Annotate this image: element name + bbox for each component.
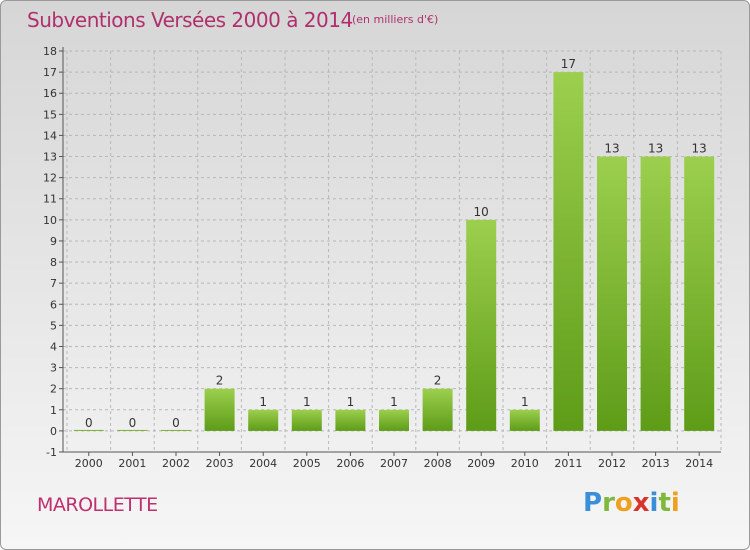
value-label-2012: 13 bbox=[604, 142, 619, 156]
value-label-2014: 13 bbox=[692, 142, 707, 156]
logo-letter: t bbox=[658, 488, 671, 518]
bar-2009 bbox=[466, 219, 497, 431]
logo-letter: P bbox=[583, 488, 603, 518]
x-tick-label-2001: 2001 bbox=[118, 457, 146, 470]
x-tick-label-2010: 2010 bbox=[511, 457, 539, 470]
x-tick-label-2006: 2006 bbox=[336, 457, 364, 470]
logo-letter: i bbox=[670, 488, 680, 518]
bar-2007 bbox=[379, 409, 409, 431]
x-tick-label-2004: 2004 bbox=[249, 457, 277, 470]
y-tick-label: 2 bbox=[50, 383, 57, 396]
value-label-2001: 0 bbox=[129, 416, 137, 430]
x-tick-label-2005: 2005 bbox=[293, 457, 321, 470]
proxiti-logo: Proxiti bbox=[583, 488, 680, 518]
y-tick-label: 0 bbox=[50, 425, 57, 438]
y-tick-label: 7 bbox=[50, 277, 57, 290]
bar-2006 bbox=[335, 409, 366, 431]
y-tick-label: 10 bbox=[43, 214, 57, 227]
bar-2008 bbox=[422, 388, 453, 431]
bar-2013 bbox=[640, 156, 671, 431]
x-tick-label-2009: 2009 bbox=[467, 457, 495, 470]
y-tick-label: 16 bbox=[43, 87, 57, 100]
y-tick-label: 11 bbox=[43, 193, 57, 206]
x-tick-label-2012: 2012 bbox=[598, 457, 626, 470]
bar-2002 bbox=[161, 429, 191, 431]
y-tick-label: 4 bbox=[50, 340, 57, 353]
logo-letter: o bbox=[614, 488, 633, 518]
x-tick-label-2002: 2002 bbox=[162, 457, 190, 470]
y-tick-label: 18 bbox=[43, 45, 57, 58]
value-label-2003: 2 bbox=[216, 374, 224, 388]
bar-2005 bbox=[291, 409, 322, 431]
bar-2000 bbox=[73, 429, 104, 431]
value-label-2013: 13 bbox=[648, 142, 663, 156]
value-label-2010: 1 bbox=[521, 395, 529, 409]
value-label-2004: 1 bbox=[259, 395, 267, 409]
y-tick-label: 13 bbox=[43, 151, 57, 164]
value-label-2011: 17 bbox=[561, 57, 576, 71]
chart-title: Subventions Versées 2000 à 2014 bbox=[27, 8, 353, 32]
bar-2003 bbox=[204, 388, 235, 431]
y-tick-label: 8 bbox=[50, 256, 57, 269]
value-label-2000: 0 bbox=[85, 416, 93, 430]
chart-subtitle: (en milliers d'€) bbox=[352, 13, 439, 26]
x-tick-label-2007: 2007 bbox=[380, 457, 408, 470]
x-tick-label-2011: 2011 bbox=[554, 457, 582, 470]
y-tick-label: 1 bbox=[50, 404, 57, 417]
x-tick-label-2003: 2003 bbox=[206, 457, 234, 470]
value-label-2009: 10 bbox=[474, 205, 489, 219]
y-tick-label: 5 bbox=[50, 319, 57, 332]
value-labels: 0 0 0 2 1 1 1 1 2 10 1 17 13 13 13 bbox=[85, 57, 707, 430]
x-tick-label-2014: 2014 bbox=[685, 457, 713, 470]
y-tick-label: -1 bbox=[46, 446, 57, 459]
bar-2012 bbox=[597, 156, 627, 431]
value-label-2006: 1 bbox=[347, 395, 355, 409]
y-tick-label: 9 bbox=[50, 235, 57, 248]
commune-name: MAROLLETTE bbox=[37, 494, 158, 516]
y-tick-label: 14 bbox=[43, 129, 57, 142]
bar-2001 bbox=[117, 429, 148, 431]
x-tick-label-2013: 2013 bbox=[642, 457, 670, 470]
y-tick-label: 6 bbox=[50, 298, 57, 311]
x-tick-label-2000: 2000 bbox=[75, 457, 103, 470]
y-tick-label: 17 bbox=[43, 66, 57, 79]
bar-2010 bbox=[509, 409, 540, 431]
value-label-2008: 2 bbox=[434, 374, 442, 388]
y-tick-label: 3 bbox=[50, 362, 57, 375]
logo-letter: r bbox=[602, 488, 615, 518]
value-label-2002: 0 bbox=[172, 416, 180, 430]
value-label-2007: 1 bbox=[390, 395, 398, 409]
logo-letter: x bbox=[632, 488, 650, 518]
bar-2014 bbox=[684, 156, 715, 431]
bar-2004 bbox=[248, 409, 279, 431]
logo-letter: i bbox=[649, 488, 659, 518]
x-tick-label-2008: 2008 bbox=[424, 457, 452, 470]
value-label-2005: 1 bbox=[303, 395, 311, 409]
y-tick-label: 12 bbox=[43, 172, 57, 185]
y-tick-label: 15 bbox=[43, 108, 57, 121]
bars bbox=[73, 72, 715, 431]
bar-2011 bbox=[553, 72, 584, 431]
